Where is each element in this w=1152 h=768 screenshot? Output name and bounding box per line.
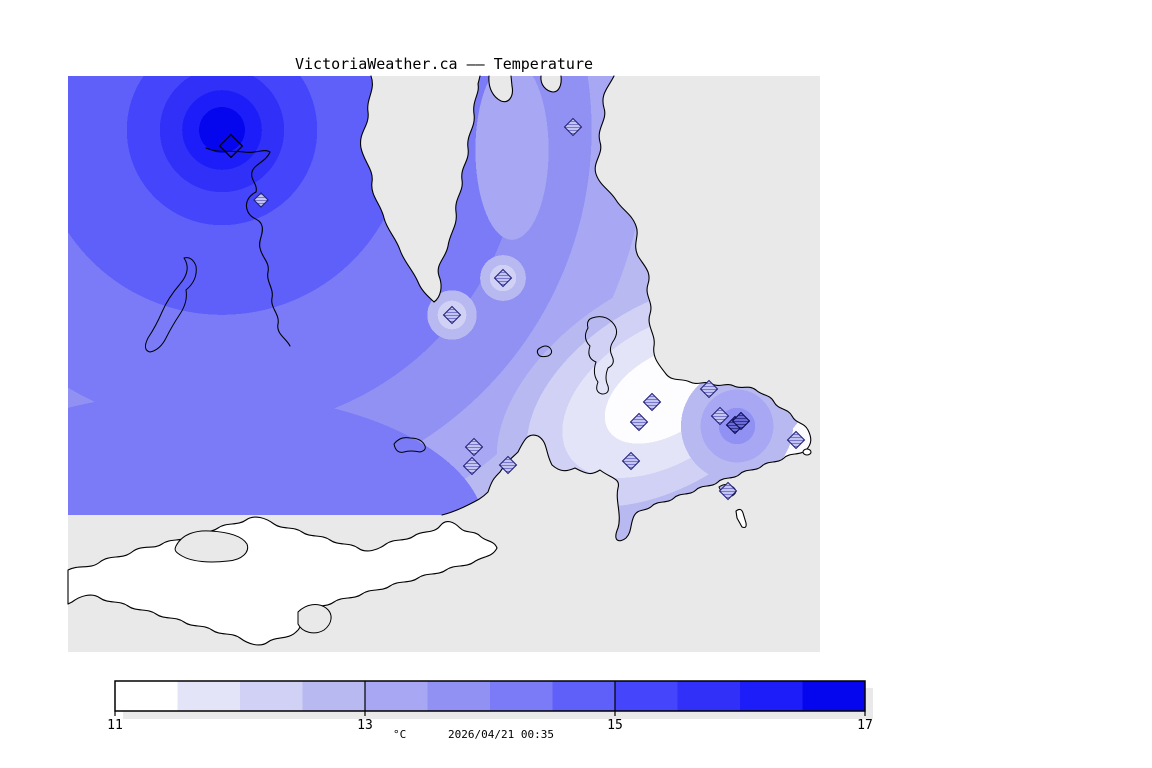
islet-sliver — [735, 508, 747, 529]
saanich-inlet-coastline — [359, 75, 481, 303]
station-marker — [786, 430, 806, 450]
station-marker — [218, 133, 244, 159]
peninsula-east-coastline — [441, 75, 812, 542]
colorbar-segments — [115, 681, 866, 711]
page-title: VictoriaWeather.ca —— Temperature — [295, 55, 593, 73]
station-diamond — [493, 268, 513, 288]
station-marker — [498, 455, 518, 475]
bay-notch-2 — [540, 76, 562, 92]
station-marker — [442, 305, 462, 325]
station-diamond — [442, 305, 462, 325]
station-diamond — [718, 481, 738, 501]
colorbar-border — [114, 680, 866, 712]
tick-label: 15 — [607, 718, 623, 733]
unit-label: °C — [393, 728, 406, 741]
station-diamond — [710, 406, 730, 426]
station-diamond — [621, 451, 641, 471]
bay-notch-1-coast — [488, 75, 513, 103]
station-marker — [253, 192, 269, 208]
station-marker — [563, 117, 583, 137]
tick-label: 17 — [857, 718, 873, 733]
colorbar-segment — [740, 681, 803, 711]
timestamp-label: 2026/04/21 00:35 — [448, 728, 554, 741]
station-diamond — [498, 455, 518, 475]
tick-label: 13 — [357, 718, 373, 733]
station-markers — [218, 117, 806, 501]
south-bay — [297, 604, 332, 634]
colorbar-segment — [427, 681, 491, 711]
lake-small-south — [393, 437, 426, 453]
creek-outline — [205, 147, 291, 347]
islet-tiny — [802, 448, 812, 456]
station-diamond — [786, 430, 806, 450]
station-diamond — [731, 411, 751, 431]
station-diamond — [253, 192, 269, 208]
lake-tiny — [536, 345, 553, 358]
station-diamond — [462, 456, 482, 476]
station-diamond — [629, 412, 649, 432]
colorbar-segment — [365, 681, 428, 711]
colorbar-segment — [177, 681, 241, 711]
station-marker — [731, 411, 751, 431]
station-marker — [493, 268, 513, 288]
station-marker — [629, 412, 649, 432]
bay-notch-2-coast — [540, 75, 562, 93]
colorbar-segment — [802, 681, 866, 711]
station-marker — [621, 451, 641, 471]
lake-elk — [584, 316, 618, 395]
station-marker — [464, 437, 484, 457]
bay-notch-1 — [488, 76, 513, 102]
station-marker — [710, 406, 730, 426]
colorbar-segment — [677, 681, 741, 711]
station-marker — [642, 392, 662, 412]
station-marker — [699, 379, 719, 399]
station-diamond — [699, 379, 719, 399]
station-diamond — [464, 437, 484, 457]
colorbar-segment — [240, 681, 303, 711]
station-diamond — [642, 392, 662, 412]
colorbar-segment — [302, 681, 366, 711]
colorbar-ticks: 11 13 15 17 — [107, 711, 873, 733]
station-marker — [462, 456, 482, 476]
station-marker — [718, 481, 738, 501]
colorbar-dividers — [364, 681, 616, 711]
tick-label: 11 — [107, 718, 123, 733]
lagoon — [174, 530, 249, 563]
station-diamond — [563, 117, 583, 137]
colorbar-segment — [615, 681, 678, 711]
colorbar: 11 13 15 17 °C 2026/04/21 00:35 — [107, 680, 873, 741]
colorbar-segment — [552, 681, 616, 711]
lake-west — [144, 257, 197, 353]
colorbar-segment — [115, 681, 178, 711]
colorbar-segment — [490, 681, 553, 711]
station-diamond — [218, 133, 244, 159]
